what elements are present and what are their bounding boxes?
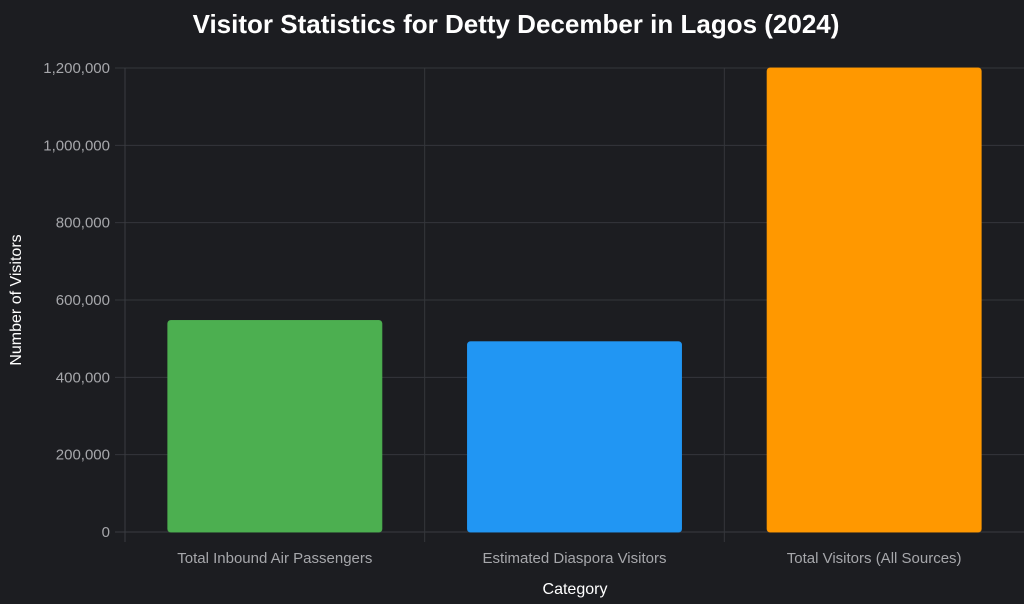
- bars: [167, 67, 982, 533]
- x-axis-label: Category: [543, 581, 608, 598]
- bar-1: [167, 319, 383, 533]
- x-tick-label: Estimated Diaspora Visitors: [483, 550, 667, 567]
- y-axis-ticks: 0 200,000 400,000 600,000 800,000 1,000,000 1,…: [43, 60, 110, 541]
- bar-2: [467, 341, 682, 533]
- y-tick-label: 0: [102, 524, 110, 541]
- y-tick-label: 1,000,000: [43, 137, 110, 154]
- y-tick-label: 1,200,000: [43, 60, 110, 77]
- chart-title: Visitor Statistics for Detty December in…: [193, 9, 840, 39]
- y-tick-label: 400,000: [56, 369, 110, 386]
- y-tick-label: 200,000: [56, 447, 110, 464]
- x-tick-label: Total Visitors (All Sources): [787, 550, 962, 567]
- y-axis-label: Number of Visitors: [8, 234, 25, 365]
- y-tick-label: 600,000: [56, 292, 110, 309]
- y-tick-label: 800,000: [56, 215, 110, 232]
- x-tick-label: Total Inbound Air Passengers: [177, 550, 372, 567]
- x-axis-ticks: Total Inbound Air Passengers Estimated Di…: [177, 550, 961, 567]
- bar-3: [766, 67, 982, 533]
